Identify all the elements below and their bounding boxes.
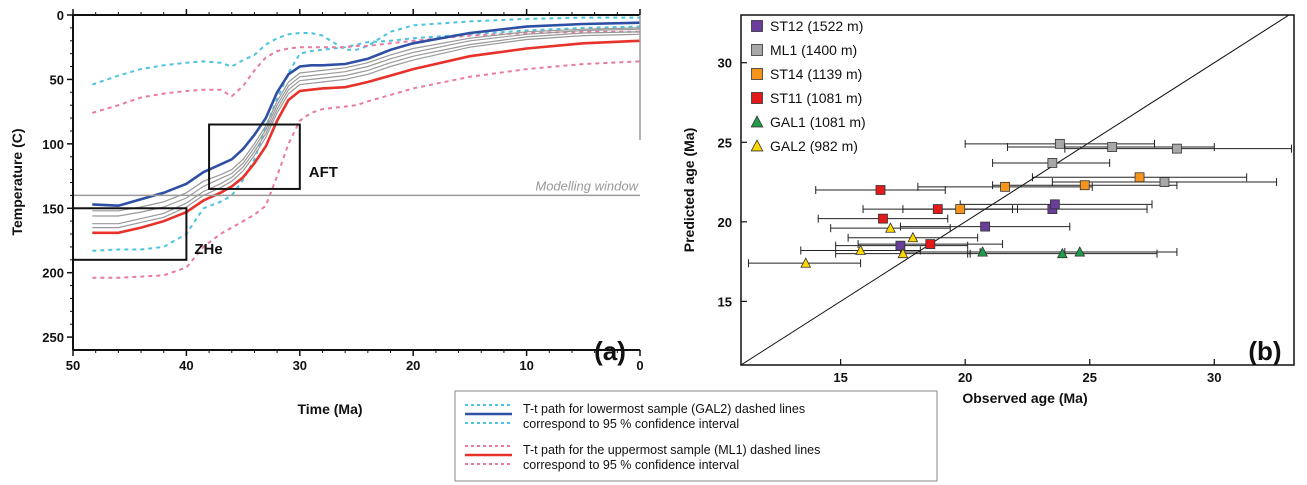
legend-entry-label: ST12 (1522 m) bbox=[770, 18, 863, 34]
b-x-tick-label: 15 bbox=[833, 370, 847, 385]
data-point-square bbox=[955, 204, 966, 214]
legend-marker-square bbox=[751, 20, 763, 32]
a-y-tick-label: 50 bbox=[50, 72, 64, 87]
a-y-tick-label: 100 bbox=[42, 137, 64, 152]
a-x-tick-label: 20 bbox=[406, 358, 420, 373]
data-point-square bbox=[1000, 181, 1010, 192]
legend-marker-square bbox=[751, 68, 763, 80]
panel-a-label: (a) bbox=[594, 336, 626, 366]
legend-blue-text-2: correspond to 95 % confidence interval bbox=[523, 417, 739, 431]
a-x-tick-label: 40 bbox=[179, 358, 193, 373]
data-point-triangle bbox=[907, 231, 919, 243]
data-point-triangle bbox=[855, 244, 866, 255]
a-x-tick-label: 50 bbox=[66, 358, 80, 373]
data-point-triangle bbox=[897, 247, 909, 259]
data-point-triangle bbox=[1074, 246, 1086, 257]
legend-entry-label: GAL2 (982 m) bbox=[770, 138, 858, 154]
panel-a-plot-area bbox=[73, 15, 640, 350]
data-point-square bbox=[878, 213, 888, 224]
panel-a-y-title: Temperature (C) bbox=[9, 128, 25, 235]
data-point-square bbox=[980, 221, 991, 232]
aft-constraint-box bbox=[208, 123, 301, 190]
modelling-window-label: Modelling window bbox=[535, 178, 639, 193]
legend-entry-label: ST14 (1139 m) bbox=[770, 66, 862, 82]
panel-a-x-title: Time (Ma) bbox=[297, 401, 362, 417]
data-point-square bbox=[932, 204, 943, 214]
tt-path-gray_3 bbox=[92, 31, 641, 225]
data-point-square bbox=[1159, 177, 1170, 187]
a-y-tick-label: 150 bbox=[42, 201, 64, 216]
panel-a-chart: Modelling window ZHe AFT 50 40 30 20 10 00501… bbox=[9, 8, 644, 417]
data-point-triangle bbox=[1056, 247, 1068, 259]
panel-b-chart: 15 20 25 30 15 20 25 30 ST12 (1522 m) ML1 (1400 … bbox=[681, 14, 1295, 406]
a-x-tick-label: 30 bbox=[293, 358, 307, 373]
zhe-box-label: ZHe bbox=[194, 241, 222, 258]
tt-path-pink_upper bbox=[92, 30, 640, 114]
a-y-tick-label: 200 bbox=[42, 266, 64, 281]
legend-red-text-1: T-t path for the uppermost sample (ML1) … bbox=[523, 443, 820, 457]
aft-box-label: AFT bbox=[309, 164, 338, 181]
panel-b-legend: ST12 (1522 m) ML1 (1400 m) ST14 (1139 m) ST… bbox=[750, 18, 866, 154]
panel-b-ticks: 15 20 25 30 15 20 25 30 bbox=[718, 56, 1222, 385]
a-x-tick-label: 10 bbox=[519, 358, 533, 373]
tt-path-gray_2 bbox=[92, 28, 641, 217]
bottom-legend: T-t path for lowermost sample (GAL2) das… bbox=[454, 390, 938, 482]
tt-path-blue_path bbox=[92, 21, 641, 208]
data-point-square bbox=[1079, 180, 1090, 191]
legend-red-text-2: correspond to 95 % confidence interval bbox=[523, 458, 739, 472]
data-point-triangle bbox=[800, 257, 812, 268]
data-point-square bbox=[1134, 172, 1145, 183]
legend-blue-text-1: T-t path for lowermost sample (GAL2) das… bbox=[523, 402, 805, 416]
b-x-tick-label: 25 bbox=[1083, 370, 1097, 385]
b-x-tick-label: 30 bbox=[1207, 370, 1221, 385]
one-to-one-line bbox=[741, 15, 1290, 365]
data-point-square bbox=[1107, 142, 1118, 152]
legend-entry-label: GAL1 (1081 m) bbox=[770, 114, 866, 130]
tt-path-cyan_upper bbox=[91, 16, 640, 86]
data-point-triangle bbox=[977, 246, 989, 257]
b-y-tick-label: 25 bbox=[718, 135, 732, 150]
data-point-square bbox=[925, 239, 936, 249]
panel-b-label: (b) bbox=[1248, 336, 1281, 366]
tt-path-gray_1 bbox=[92, 27, 641, 212]
data-point-square bbox=[1047, 158, 1058, 168]
b-y-tick-label: 30 bbox=[718, 56, 732, 71]
b-x-tick-label: 20 bbox=[958, 370, 972, 385]
tt-path-gray_4 bbox=[92, 33, 641, 229]
panel-b-x-title: Observed age (Ma) bbox=[962, 390, 1087, 406]
data-point-triangle bbox=[885, 222, 896, 233]
legend-marker-square bbox=[751, 44, 763, 56]
data-point-square bbox=[1054, 138, 1065, 149]
legend-entry-label: ST11 (1081 m) bbox=[770, 90, 862, 106]
a-x-tick-label: 0 bbox=[636, 358, 643, 373]
data-point-square bbox=[1172, 143, 1182, 154]
b-y-tick-label: 20 bbox=[718, 215, 732, 230]
legend-entry-label: ML1 (1400 m) bbox=[770, 42, 857, 58]
legend-marker-triangle bbox=[750, 115, 764, 128]
a-y-tick-label: 250 bbox=[42, 330, 64, 345]
b-y-tick-label: 15 bbox=[718, 294, 732, 309]
panel-b-series bbox=[747, 138, 1293, 268]
panel-b-y-title: Predicted age (Ma) bbox=[681, 128, 697, 252]
panel-b-frame bbox=[740, 14, 1295, 366]
data-point-square bbox=[895, 240, 906, 251]
data-point-square bbox=[1049, 199, 1060, 210]
a-y-tick-label: 0 bbox=[57, 8, 64, 23]
legend-marker-triangle bbox=[750, 139, 764, 152]
legend-marker-square bbox=[751, 92, 763, 104]
bottom-legend-box bbox=[454, 390, 938, 482]
data-point-square bbox=[875, 185, 886, 195]
